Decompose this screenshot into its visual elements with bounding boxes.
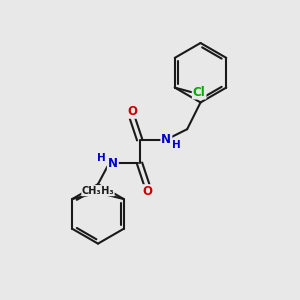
Text: H: H	[172, 140, 181, 150]
Text: O: O	[142, 185, 152, 198]
Text: O: O	[127, 105, 137, 118]
Text: Cl: Cl	[193, 85, 206, 98]
Text: N: N	[161, 133, 171, 146]
Text: CH₃: CH₃	[82, 186, 101, 196]
Text: CH₃: CH₃	[94, 186, 114, 196]
Text: H: H	[98, 153, 106, 163]
Text: N: N	[108, 157, 118, 170]
